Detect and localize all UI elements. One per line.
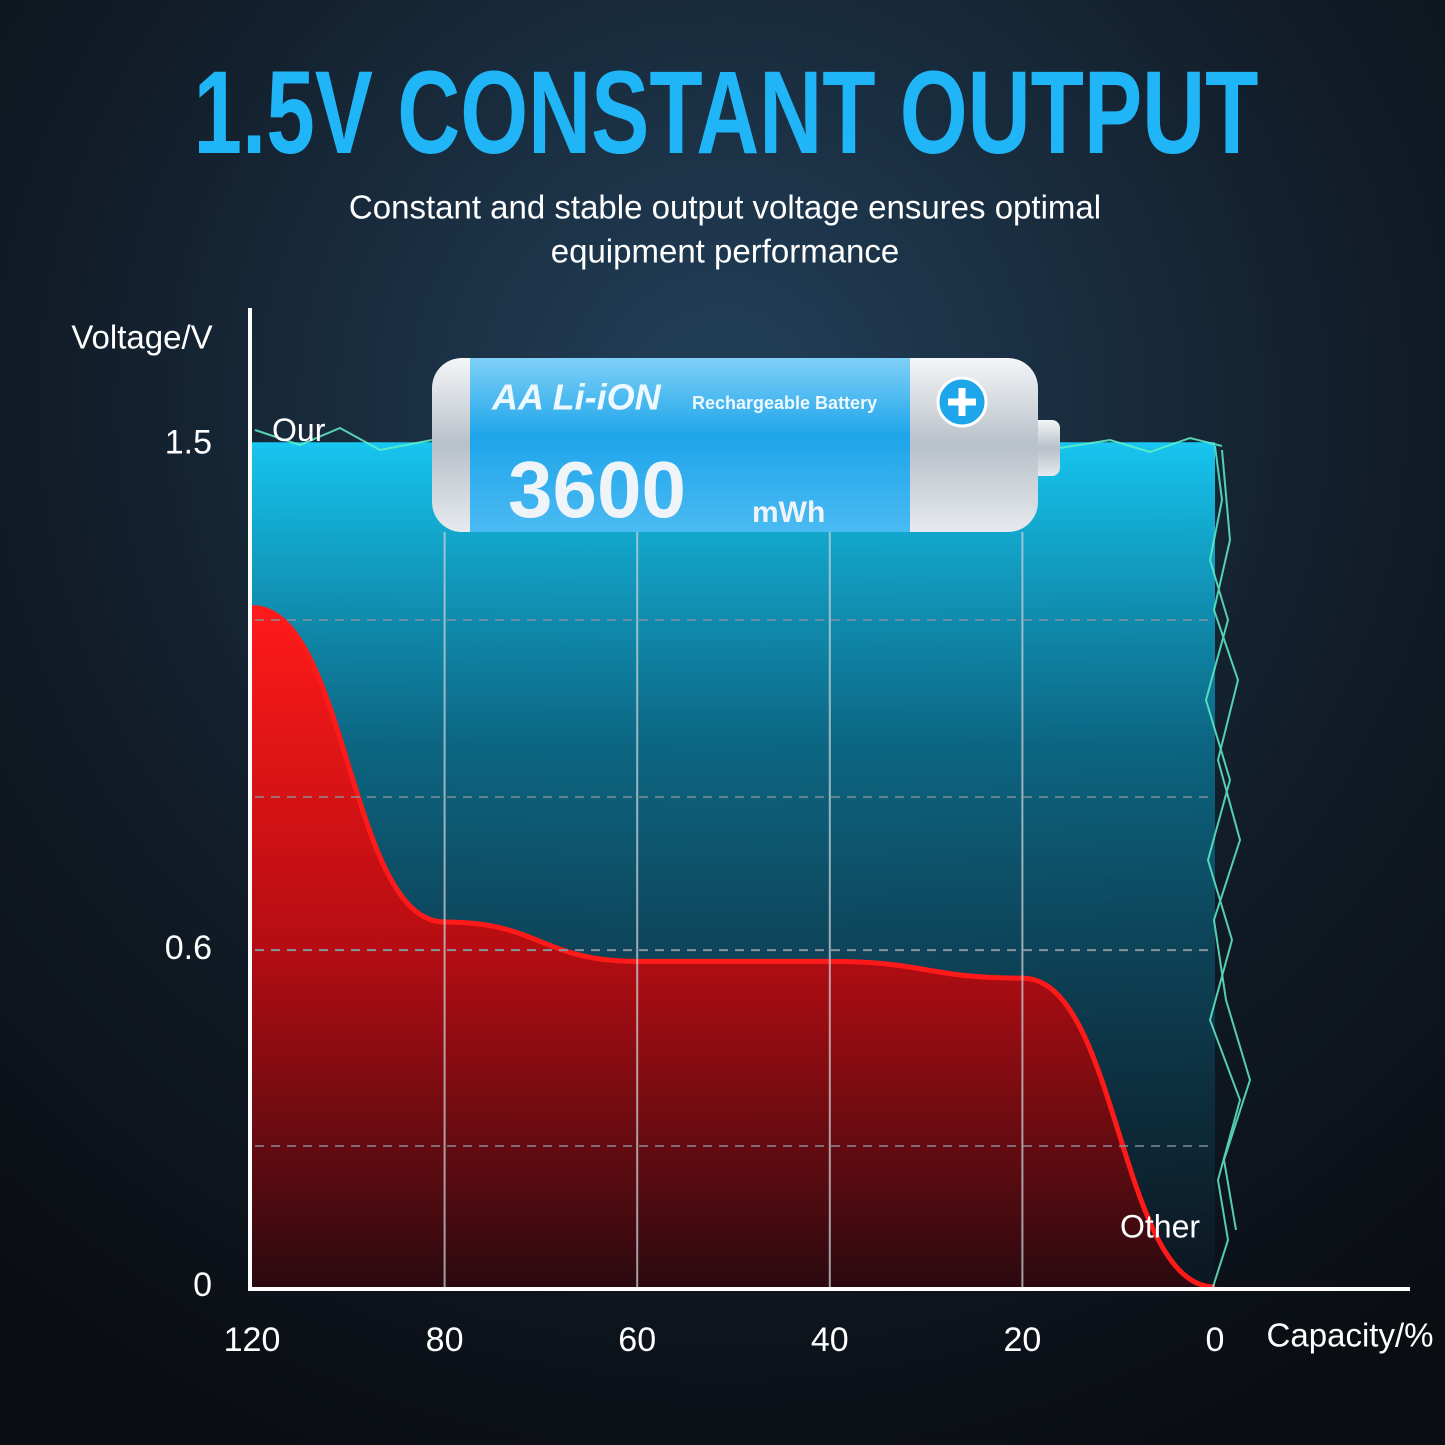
lightning-bolt — [1059, 436, 1223, 454]
chart-title: 1.5V CONSTANT OUTPUT — [194, 47, 1259, 179]
plot — [251, 442, 1216, 1290]
subtitle: equipment performance — [551, 233, 900, 270]
battery-unit: mWh — [752, 496, 825, 529]
y-tick-label: 1.5 — [165, 424, 212, 462]
x-tick-label: 40 — [811, 1321, 849, 1359]
battery: AA Li-iON Rechargeable Battery 3600 mWh — [432, 358, 1060, 534]
battery-label: Rechargeable Battery — [692, 393, 877, 413]
area-fill — [252, 607, 1215, 1287]
x-tick-label: 80 — [426, 1321, 464, 1359]
lightning-bolt — [254, 426, 433, 452]
series-label: Other — [1120, 1208, 1200, 1244]
decor-grid — [255, 619, 1215, 1147]
x-tick-label: 120 — [224, 1321, 281, 1359]
lightning-bolt — [1204, 445, 1242, 1291]
battery-wrap — [470, 358, 910, 532]
lightning-bolt — [1212, 449, 1252, 1231]
y-tick-label: 0.6 — [165, 929, 212, 967]
series-label: Our — [272, 412, 326, 448]
lightning — [254, 426, 1252, 1291]
y-axis-label: Voltage/V — [71, 319, 212, 356]
x-tick-label: 60 — [618, 1321, 656, 1359]
x-tick-label: 0 — [1206, 1321, 1225, 1359]
series-line — [251, 605, 1216, 1290]
plus-sign — [948, 388, 976, 416]
battery-brand: AA Li-iON — [491, 377, 662, 418]
y-tick-label: 0 — [193, 1266, 212, 1304]
x-axis-label: Capacity/% — [1267, 1317, 1434, 1354]
battery-capacity: 3600 — [508, 445, 686, 534]
subtitle: Constant and stable output voltage ensur… — [349, 189, 1101, 226]
x-tick-label: 20 — [1003, 1321, 1041, 1359]
